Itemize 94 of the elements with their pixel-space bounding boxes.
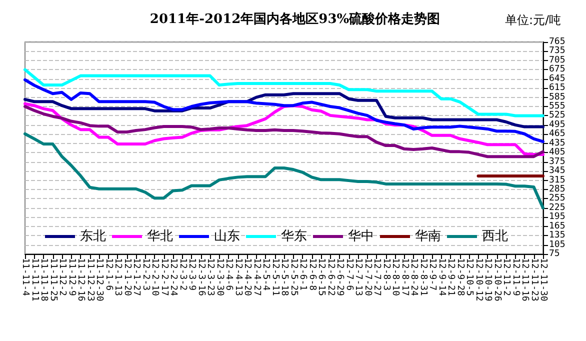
- x-tick-label: 12-6-15: [316, 258, 326, 296]
- x-tick-label: 12-8-3: [380, 258, 391, 291]
- y-tick-label: 405: [549, 148, 566, 158]
- y-tick-label: 495: [549, 120, 566, 130]
- x-tick-label: 11-11-18: [38, 258, 48, 302]
- y-tick-label: 135: [549, 230, 566, 241]
- y-tick-label: 195: [549, 212, 566, 222]
- x-tick-label: 12-4-27: [251, 258, 262, 296]
- x-tick-label: 12-1-20: [122, 258, 132, 296]
- line-series: [24, 78, 544, 144]
- x-tick-label: 12-5-4: [260, 258, 270, 291]
- x-tick-label: 12-11-30: [538, 258, 548, 302]
- line-series: [24, 68, 544, 118]
- y-tick-label: 705: [549, 55, 566, 66]
- x-tick-label: 12-10-19: [482, 258, 492, 302]
- x-tick-label: 12-6-29: [334, 258, 344, 296]
- legend-label: 东北: [80, 229, 106, 244]
- x-tick-label: 12-4-20: [242, 258, 252, 296]
- legend-label: 西北: [482, 229, 508, 244]
- x-tick-label: 12-8-10: [390, 258, 400, 296]
- legend-label: 华北: [147, 229, 173, 244]
- x-tick-label: 12-11-23: [528, 258, 539, 302]
- x-tick-label: 12-9-21: [446, 258, 456, 296]
- x-tick-label: 11-12-9: [66, 258, 76, 296]
- x-tick-label: 11-12-30: [94, 258, 104, 302]
- x-tick-label: 12-7-20: [362, 258, 372, 296]
- legend-label: 华东: [281, 229, 307, 244]
- y-tick-label: 585: [549, 92, 566, 102]
- x-tick-label: 12-4-13: [232, 258, 243, 296]
- legend-label: 山东: [214, 229, 240, 244]
- y-tick-label: 525: [549, 110, 566, 121]
- x-tick-label: 12-7-6: [344, 258, 354, 291]
- x-tick-label: 12-2-17: [158, 258, 169, 296]
- line-series: [24, 92, 544, 128]
- y-tick-label: 225: [549, 202, 566, 213]
- y-tick-label: 645: [549, 74, 566, 84]
- y-tick-label: 465: [549, 129, 566, 140]
- y-tick-label: 105: [549, 240, 566, 250]
- y-tick-label: 615: [549, 83, 566, 94]
- x-tick-label: 12-8-17: [399, 258, 410, 296]
- x-tick-label: 12-5-18: [279, 258, 289, 296]
- y-tick-label: 435: [549, 138, 566, 148]
- x-tick-label: 12-5-11: [270, 258, 280, 296]
- x-tick-label: 12-4-6: [224, 258, 234, 291]
- x-tick-label: 12-2-10: [150, 258, 160, 296]
- text: 单位:元/吨: [505, 13, 562, 27]
- x-tick-label: 12-6-1: [298, 258, 308, 291]
- y-tick-label: 285: [549, 184, 566, 194]
- y-tick-label: 165: [549, 221, 566, 232]
- x-tick-label: 12-3-16: [196, 258, 206, 296]
- y-tick-label: 345: [549, 166, 566, 176]
- x-tick-label: 12-5-25: [288, 258, 298, 296]
- x-tick-label: 11-12-23: [84, 258, 95, 302]
- x-tick-label: 12-2-3: [140, 258, 150, 291]
- x-tick-label: 12-9-28: [454, 258, 465, 296]
- x-tick-label: 11-11-11: [29, 258, 40, 302]
- x-tick-label: 12-3-30: [214, 258, 224, 296]
- y-tick-label: 735: [549, 46, 566, 56]
- x-tick-label: 12-3-23: [205, 258, 215, 296]
- x-tick-label: 12-1-6: [103, 258, 114, 291]
- x-tick-label: 12-9-14: [436, 258, 446, 296]
- y-tick-label: 765: [549, 37, 566, 47]
- y-tick-label: 555: [549, 102, 566, 112]
- chart-title: 2011年-2012年国内各地区93%硫酸价格走势图: [150, 11, 440, 27]
- x-tick-label: 12-3-2: [177, 258, 188, 291]
- legend-label: 华南: [415, 229, 441, 244]
- x-tick-label: 11-11-4: [20, 258, 30, 296]
- x-tick-label: 12-8-31: [418, 258, 428, 296]
- y-tick-label: 675: [549, 64, 566, 75]
- y-tick-label: 255: [549, 194, 566, 204]
- x-tick-label: 12-1-13: [112, 258, 122, 296]
- legend-label: 华中: [348, 229, 374, 244]
- x-tick-label: 12-11-2: [501, 258, 511, 296]
- line-series: [24, 132, 544, 210]
- x-tick-label: 12-11-9: [510, 258, 520, 296]
- x-tick-label: 12-1-27: [131, 258, 141, 296]
- x-tick-label: 12-8-24: [408, 258, 418, 296]
- y-tick-label: 75: [549, 249, 560, 259]
- x-tick-label: 11-11-25: [48, 258, 58, 302]
- x-tick-label: 12-11-16: [520, 258, 530, 302]
- y-tick-label: 315: [549, 175, 566, 186]
- x-tick-label: 12-10-5: [464, 258, 474, 296]
- x-tick-label: 11-12-16: [76, 258, 86, 302]
- y-tick-label: 375: [549, 156, 566, 167]
- x-tick-label: 11-12-2: [57, 258, 67, 296]
- x-tick-label: 12-2-24: [168, 258, 178, 296]
- x-tick-label: 12-7-13: [353, 258, 363, 296]
- x-tick-label: 12-9-7: [427, 258, 437, 291]
- x-tick-label: 12-10-12: [473, 258, 484, 302]
- x-tick-label: 12-10-26: [492, 258, 502, 302]
- x-tick-label: 12-3-9: [186, 258, 196, 291]
- x-tick-label: 12-6-22: [325, 258, 336, 296]
- x-tick-label: 12-7-27: [372, 258, 382, 296]
- x-tick-label: 12-6-8: [306, 258, 317, 291]
